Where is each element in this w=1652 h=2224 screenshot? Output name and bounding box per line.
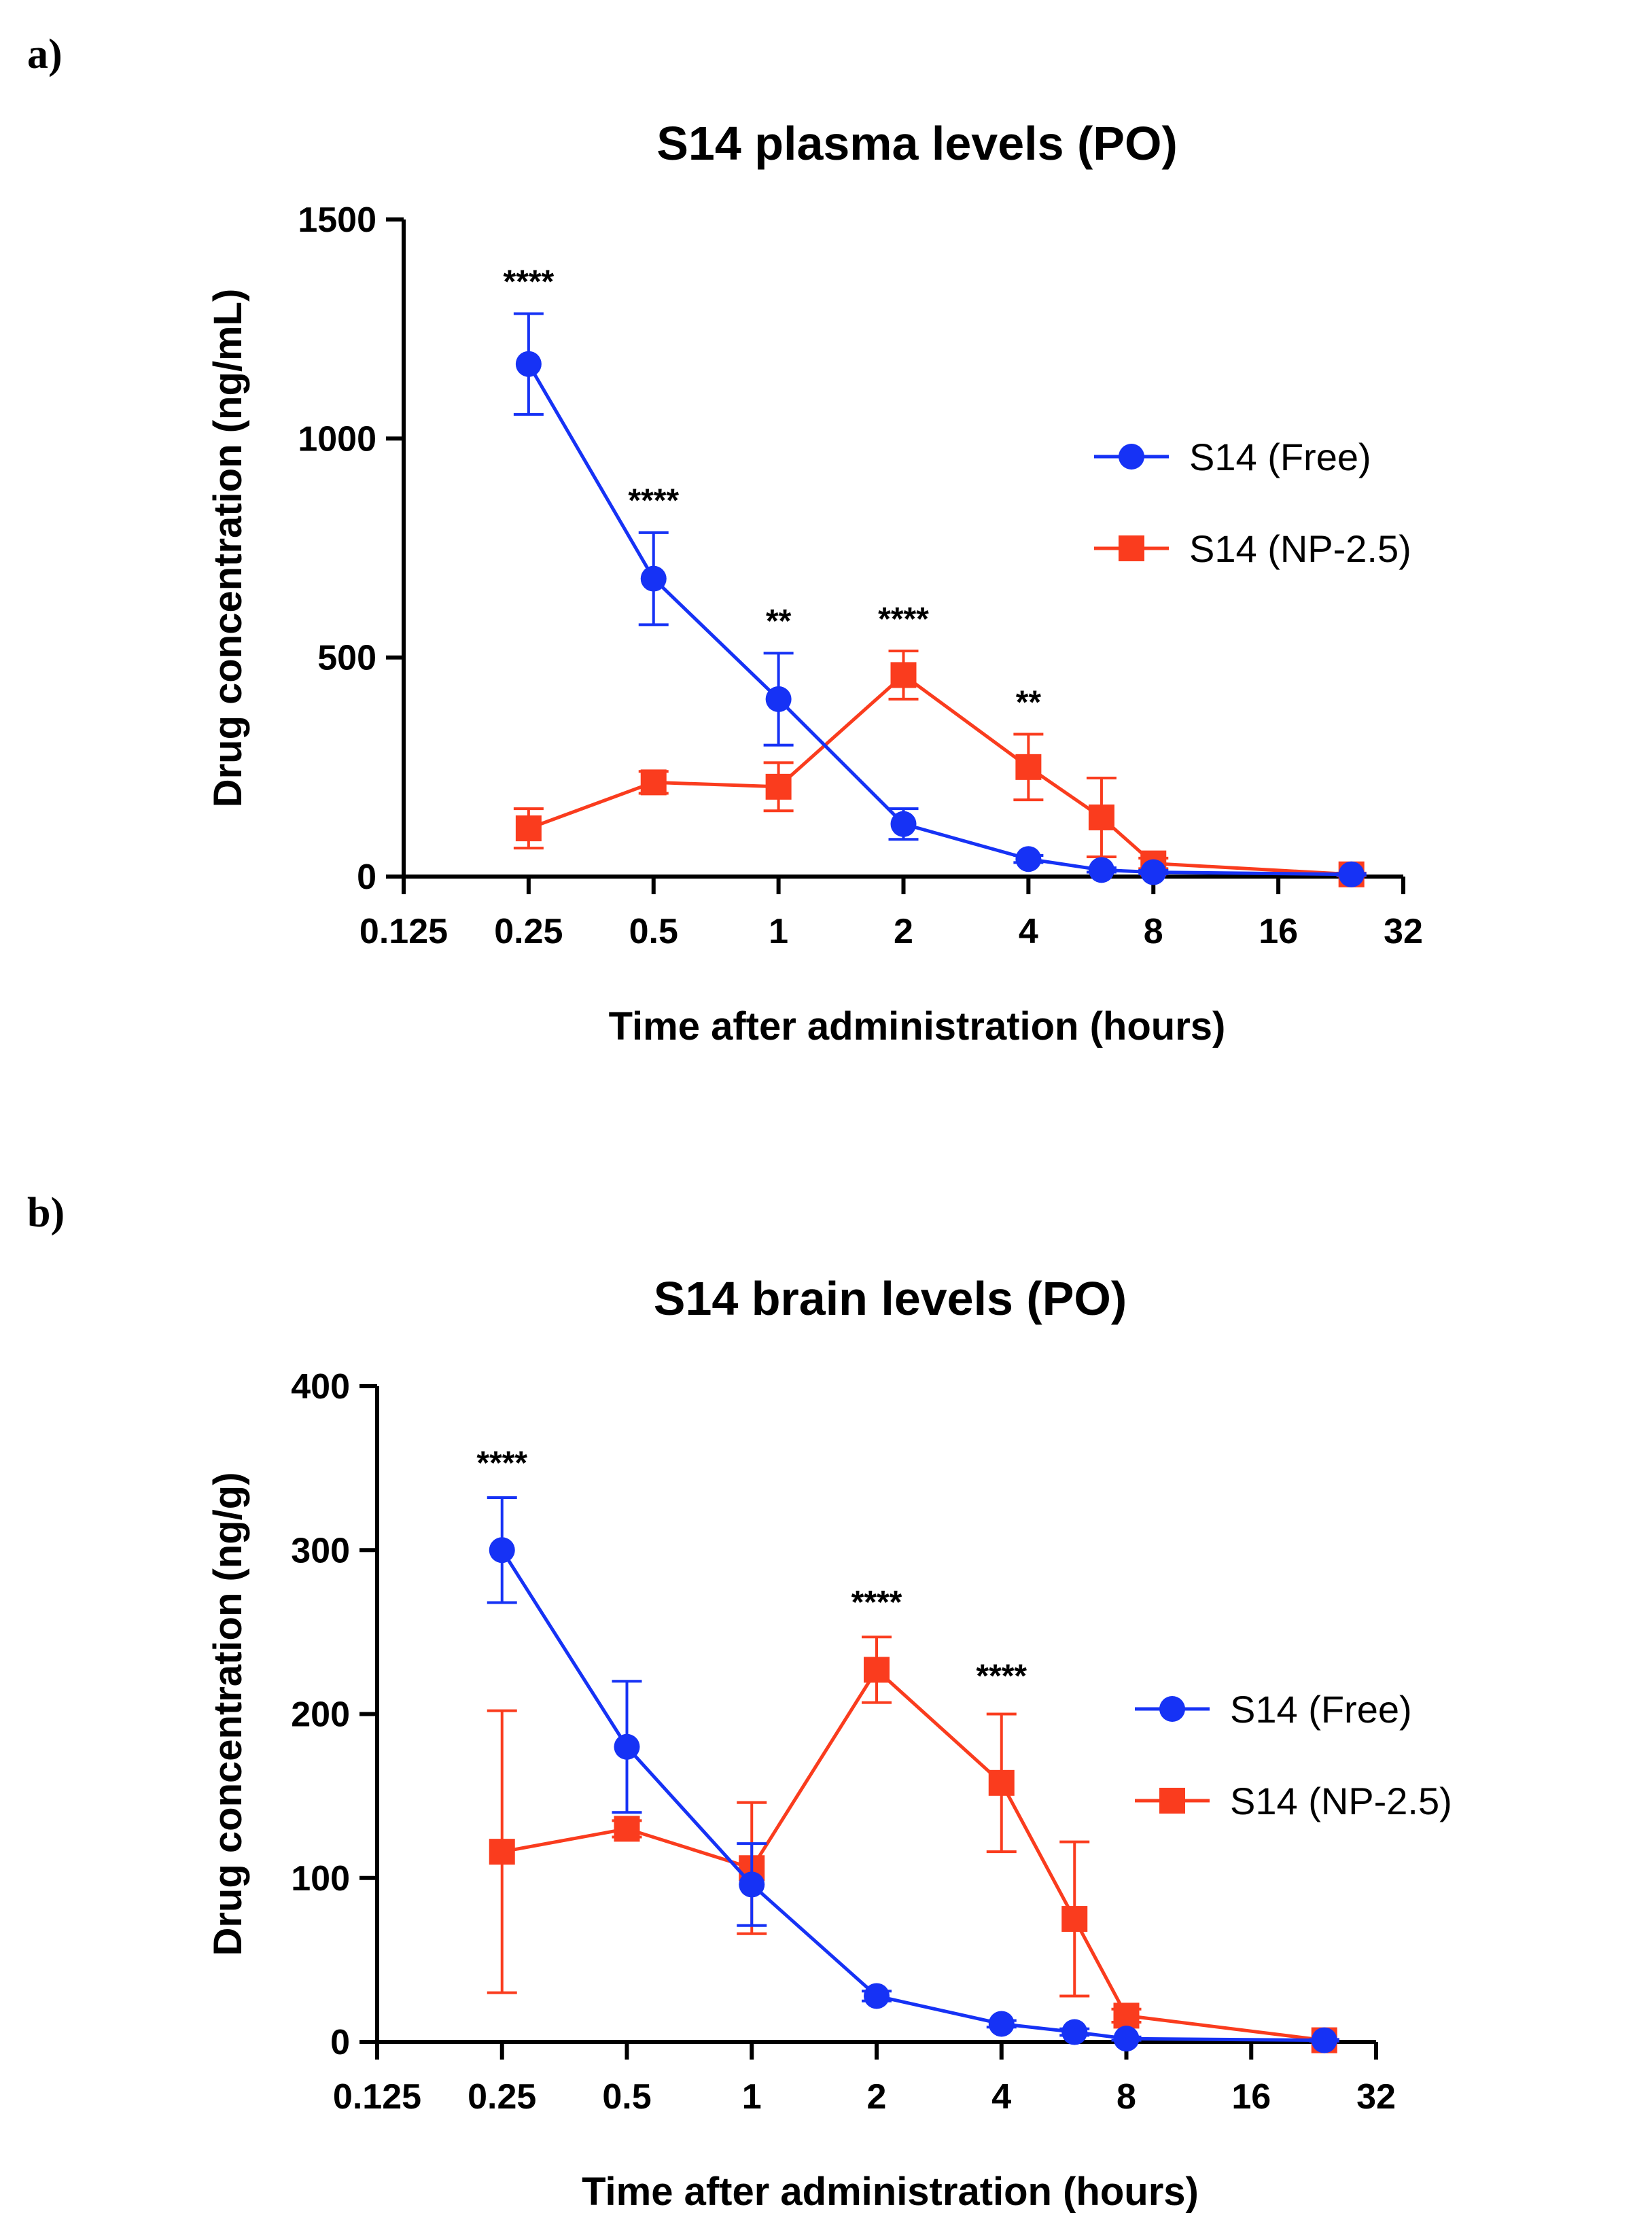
data-point-free (765, 686, 792, 712)
data-point-free (1113, 2026, 1140, 2052)
x-tick-label: 0.25 (494, 912, 563, 951)
y-axis-label: Drug concentration (ng/mL) (206, 289, 250, 808)
y-axis-label: Drug concentration (ng/g) (206, 1472, 250, 1956)
data-point-free (614, 1733, 640, 1760)
data-point-np (614, 1816, 640, 1842)
significance-label: **** (976, 1658, 1027, 1694)
data-point-free (640, 565, 667, 592)
y-tick-label: 200 (291, 1695, 350, 1735)
x-axis-label: Time after administration (hours) (582, 2170, 1199, 2214)
data-point-np (1113, 2002, 1140, 2029)
data-point-free (890, 811, 917, 837)
y-tick-label: 0 (357, 858, 376, 897)
data-point-np (765, 773, 792, 800)
legend-marker-np (1159, 1788, 1185, 1814)
x-tick-label: 8 (1117, 2077, 1136, 2117)
x-tick-label: 2 (867, 2077, 887, 2117)
significance-label: **** (851, 1585, 902, 1621)
data-point-free (1338, 861, 1365, 887)
x-tick-label: 0.125 (333, 2077, 421, 2117)
y-tick-label: 1500 (298, 200, 376, 240)
x-tick-label: 1 (769, 912, 788, 951)
significance-label: ** (1016, 684, 1042, 720)
series-line (500, 1549, 1324, 2043)
significance-label: **** (628, 483, 679, 519)
legend-label: S14 (Free) (1230, 1688, 1412, 1731)
y-tick-label: 100 (291, 1859, 350, 1899)
series-np (513, 649, 1367, 887)
legend-label: S14 (Free) (1189, 436, 1371, 478)
data-point-np (640, 769, 667, 796)
data-point-np (890, 662, 917, 688)
x-tick-label: 4 (1019, 912, 1038, 951)
x-tick-label: 0.5 (629, 912, 678, 951)
panel-label: a) (27, 31, 63, 77)
y-tick-label: 500 (317, 639, 376, 678)
x-tick-label: 0.125 (359, 912, 448, 951)
data-point-free (515, 351, 542, 377)
x-tick-label: 32 (1384, 912, 1423, 951)
y-tick-label: 1000 (298, 419, 376, 459)
data-point-np (515, 815, 542, 842)
chart-title: S14 brain levels (PO) (654, 1272, 1127, 1325)
series-line (502, 1667, 1325, 2043)
data-point-free (489, 1537, 515, 1564)
brain-levels-chart: b) S14 brain levels (PO) 0 100 200 300 400 0.12… (27, 1190, 1452, 2214)
data-point-free (1088, 857, 1114, 883)
series-free (513, 312, 1367, 887)
significance-label: **** (476, 1445, 527, 1481)
data-point-free (988, 2011, 1015, 2037)
significance-label: **** (504, 264, 555, 300)
data-point-free (1311, 2027, 1337, 2053)
data-point-np (988, 1769, 1015, 1796)
legend-label: S14 (NP-2.5) (1230, 1780, 1452, 1822)
x-tick-label: 16 (1259, 912, 1298, 951)
x-tick-label: 0.25 (468, 2077, 536, 2117)
series-free (487, 1496, 1339, 2053)
legend-marker-free (1159, 1696, 1185, 1722)
x-tick-label: 4 (991, 2077, 1011, 2117)
significance-label: **** (878, 601, 929, 637)
plasma-levels-chart: a) S14 plasma levels (PO) 0 500 1000 1500 0.12… (27, 31, 1423, 1048)
x-tick-label: 0.5 (602, 2077, 651, 2117)
x-tick-label: 16 (1231, 2077, 1271, 2117)
data-point-free (1140, 859, 1167, 885)
significance-label: ** (766, 603, 792, 639)
x-tick-label: 8 (1144, 912, 1163, 951)
y-tick-label: 300 (291, 1531, 350, 1570)
data-point-free (864, 1983, 890, 2009)
legend-marker-np (1119, 535, 1144, 561)
chart-title: S14 plasma levels (PO) (656, 117, 1178, 170)
data-point-np (1061, 1906, 1088, 1932)
x-tick-label: 1 (742, 2077, 762, 2117)
x-axis-label: Time after administration (hours) (609, 1004, 1226, 1048)
x-tick-label: 32 (1356, 2077, 1396, 2117)
data-point-np (1088, 804, 1114, 830)
data-point-free (1061, 2019, 1088, 2045)
data-point-np (864, 1657, 890, 1683)
legend-label: S14 (NP-2.5) (1189, 527, 1411, 570)
y-tick-label: 0 (330, 2023, 350, 2062)
data-point-np (1015, 754, 1042, 780)
data-point-np (489, 1839, 515, 1865)
series-np (487, 1636, 1339, 2053)
y-tick-label: 400 (291, 1367, 350, 1407)
panel-label: b) (27, 1190, 65, 1236)
legend-marker-free (1119, 444, 1144, 470)
data-point-free (1015, 846, 1042, 872)
x-tick-label: 2 (894, 912, 913, 951)
data-point-free (739, 1871, 765, 1898)
